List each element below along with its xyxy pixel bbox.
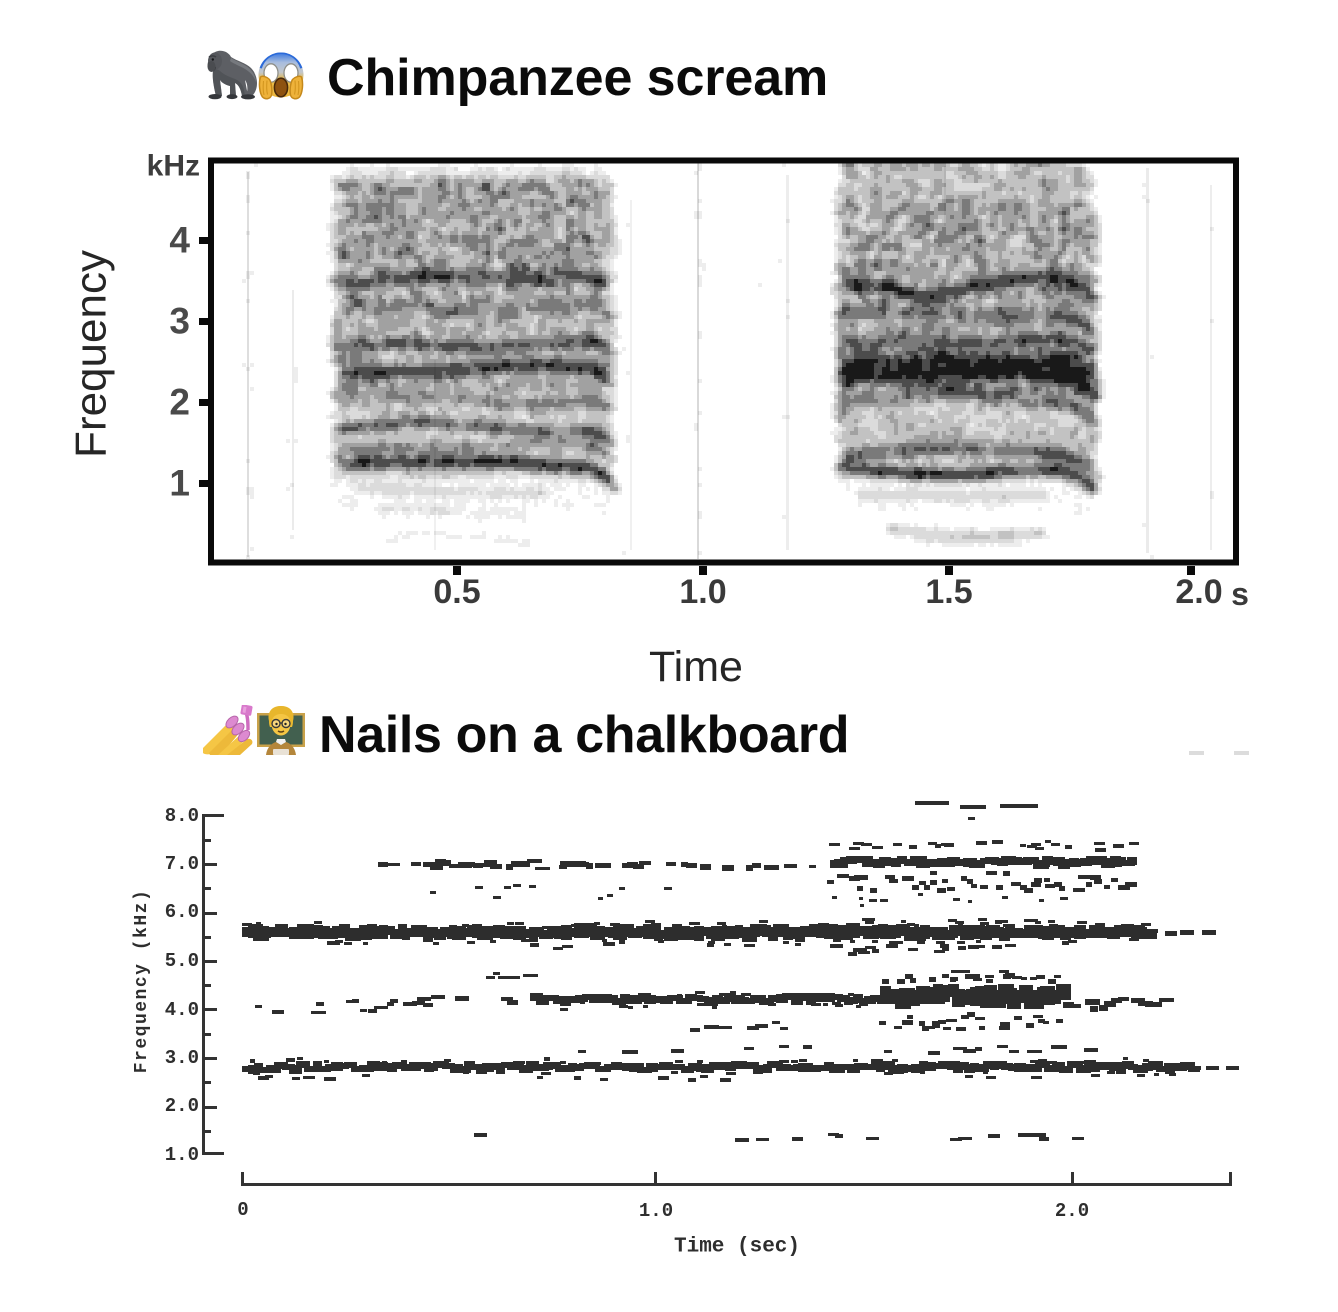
svg-text:6.0: 6.0 <box>165 901 199 923</box>
svg-text:Time: Time <box>649 643 743 691</box>
svg-text:3: 3 <box>169 301 190 342</box>
svg-text:Frequency (kHz): Frequency (kHz) <box>132 889 152 1074</box>
svg-text:2.0: 2.0 <box>165 1095 199 1117</box>
svg-text:0.5: 0.5 <box>433 573 480 611</box>
svg-text:1.5: 1.5 <box>925 573 972 611</box>
svg-text:2: 2 <box>169 382 190 423</box>
svg-text:1: 1 <box>169 463 190 504</box>
svg-text:Frequency: Frequency <box>67 250 116 458</box>
svg-text:4: 4 <box>169 220 190 261</box>
svg-text:1.0: 1.0 <box>639 1200 673 1222</box>
svg-text:0: 0 <box>237 1199 248 1221</box>
svg-text:8.0: 8.0 <box>165 805 199 827</box>
svg-text:2.0: 2.0 <box>1055 1200 1089 1222</box>
svg-text:2.0: 2.0 <box>1175 573 1222 611</box>
svg-text:7.0: 7.0 <box>165 853 199 875</box>
svg-text:3.0: 3.0 <box>165 1047 199 1069</box>
svg-text:s: s <box>1231 576 1249 612</box>
svg-text:5.0: 5.0 <box>165 950 199 972</box>
svg-text:4.0: 4.0 <box>165 999 199 1021</box>
svg-text:1.0: 1.0 <box>679 573 726 611</box>
svg-text:1.0: 1.0 <box>165 1144 199 1166</box>
svg-text:kHz: kHz <box>147 150 200 183</box>
svg-text:Time (sec): Time (sec) <box>674 1236 800 1259</box>
